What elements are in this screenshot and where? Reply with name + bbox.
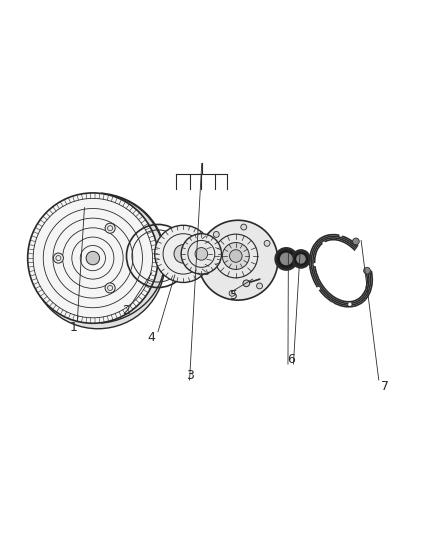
Ellipse shape xyxy=(276,248,297,270)
Ellipse shape xyxy=(297,255,305,263)
Text: 3: 3 xyxy=(186,369,194,382)
Ellipse shape xyxy=(280,253,292,265)
Circle shape xyxy=(105,223,115,233)
Circle shape xyxy=(213,231,219,237)
Text: 1: 1 xyxy=(70,321,78,334)
Circle shape xyxy=(353,238,359,245)
Text: 4: 4 xyxy=(148,332,155,344)
Ellipse shape xyxy=(28,193,158,324)
Ellipse shape xyxy=(223,243,249,270)
Ellipse shape xyxy=(86,252,99,265)
Circle shape xyxy=(203,269,209,274)
Ellipse shape xyxy=(181,233,222,274)
Ellipse shape xyxy=(195,247,208,260)
Text: 2: 2 xyxy=(122,304,130,317)
Ellipse shape xyxy=(155,225,212,282)
Ellipse shape xyxy=(174,245,193,263)
Circle shape xyxy=(229,290,235,296)
Text: 5: 5 xyxy=(230,289,238,302)
Circle shape xyxy=(322,241,326,245)
Circle shape xyxy=(339,233,343,237)
Circle shape xyxy=(243,280,250,287)
Text: 6: 6 xyxy=(287,352,295,366)
Ellipse shape xyxy=(230,249,242,262)
Circle shape xyxy=(362,287,365,290)
Ellipse shape xyxy=(31,194,165,329)
Circle shape xyxy=(314,263,317,266)
Text: 7: 7 xyxy=(381,380,389,393)
Circle shape xyxy=(264,240,270,246)
Circle shape xyxy=(53,253,64,263)
Circle shape xyxy=(105,283,115,293)
Ellipse shape xyxy=(293,251,309,268)
Circle shape xyxy=(330,303,334,306)
Circle shape xyxy=(364,268,371,274)
Circle shape xyxy=(241,224,247,230)
Circle shape xyxy=(257,283,262,289)
Ellipse shape xyxy=(198,220,278,300)
Circle shape xyxy=(317,287,320,290)
Circle shape xyxy=(348,303,352,306)
